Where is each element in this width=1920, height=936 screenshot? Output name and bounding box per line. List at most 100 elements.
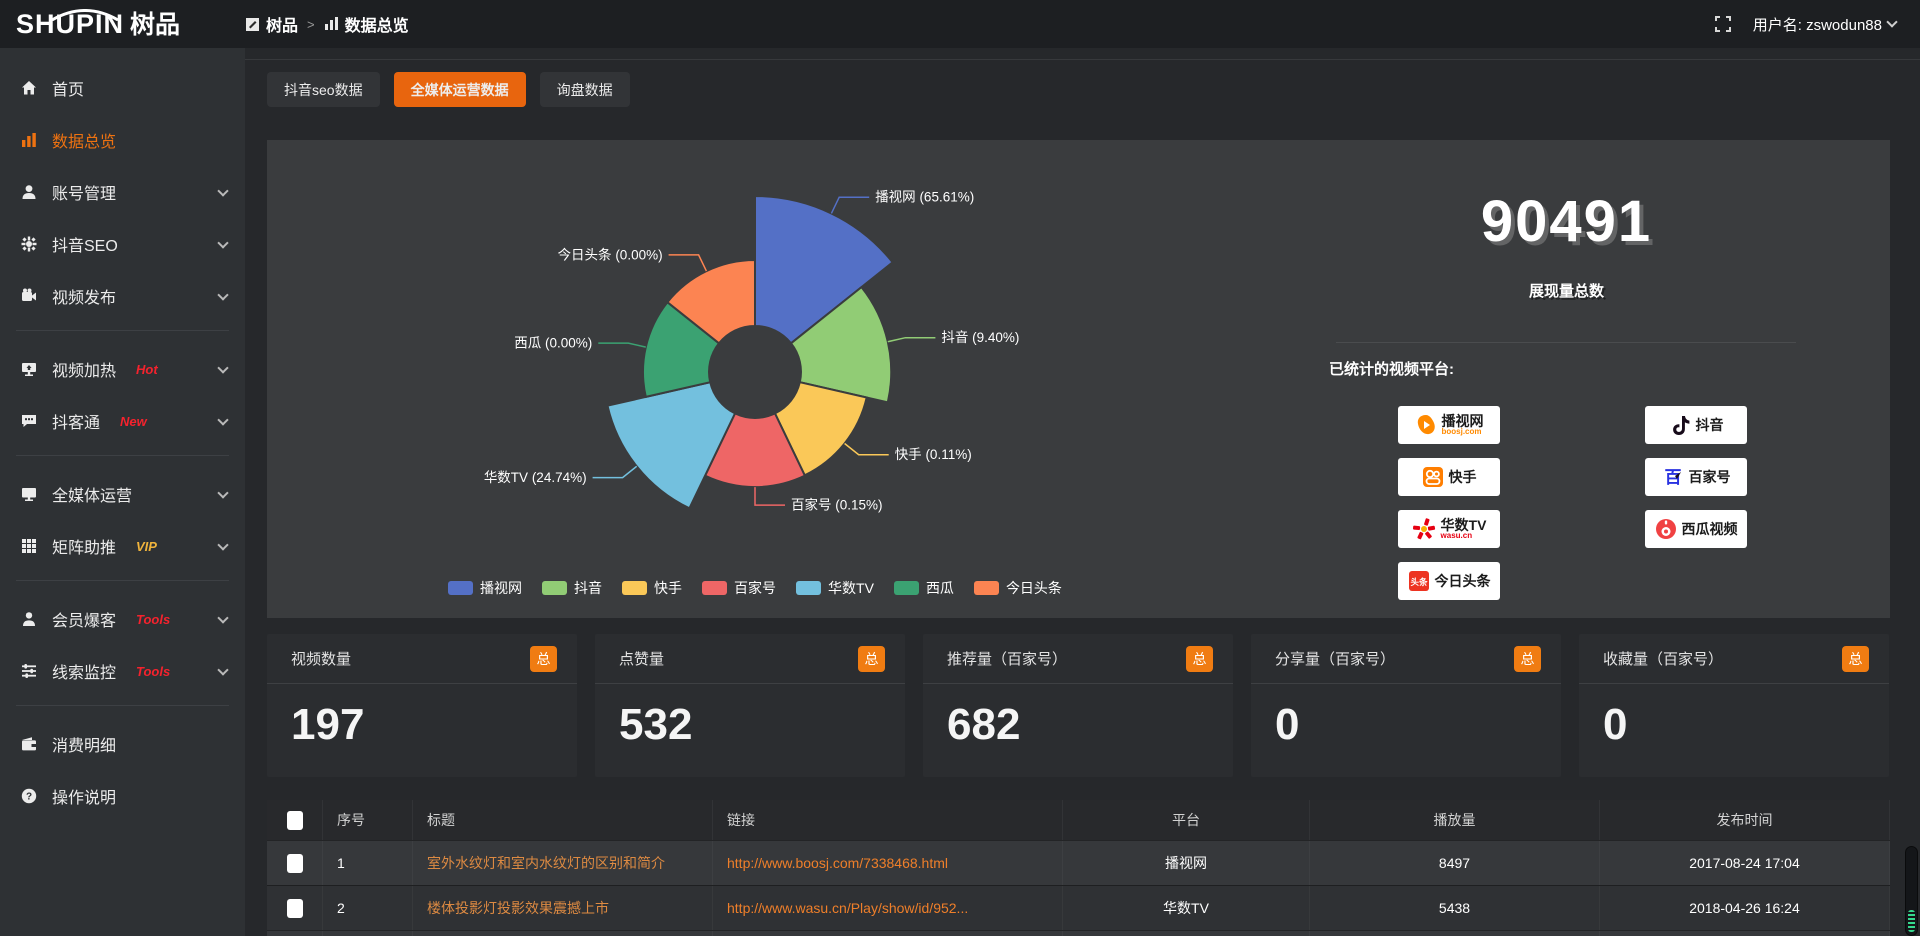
home-icon [20,80,38,96]
video-url-link[interactable]: http://www.boosj.com/7338468.html [727,855,949,871]
cell-time: 2017-08-24 17:04 [1600,841,1890,885]
fullscreen-icon[interactable] [1714,16,1731,32]
legend-item-西瓜[interactable]: 西瓜 [893,578,954,598]
sidebar-item-tag: Hot [136,361,158,377]
cell-platform: 播视网 [1063,841,1310,885]
tab-抖音seo数据[interactable]: 抖音seo数据 [267,72,380,107]
legend-item-华数TV[interactable]: 华数TV [796,578,874,598]
sidebar-item-视频加热[interactable]: 视频加热 Hot [0,345,245,393]
sidebar-item-操作说明[interactable]: ? 操作说明 [0,772,245,820]
legend-label: 西瓜 [925,580,954,596]
pie-label-line [592,465,638,479]
platform-badge-今日头条: 头条 今日头条 [1398,562,1500,600]
video-title-link[interactable]: 室外水纹灯和室内水纹灯的区别和简介 [427,855,665,871]
cell-platform: 华数TV [1063,886,1310,930]
cell-index: 1 [323,841,413,885]
sidebar: 首页 数据总览 账号管理 抖音SEO 视频发布 视频加热 Hot 抖客通 New… [0,48,245,936]
chevron-down-icon [217,486,229,499]
video-url-link[interactable]: http://www.wasu.cn/Play/show/id/952... [727,900,969,916]
pie-label-抖音: 抖音 (9.40%) [941,329,1019,345]
platform-name: 快手 [1448,468,1477,485]
sidebar-item-label: 视频发布 [52,290,117,307]
table-row: 2 楼体投影灯投影效果震撼上市 http://www.wasu.cn/Play/… [267,885,1890,930]
total-badge: 总 [1842,645,1869,672]
tab-全媒体运营数据[interactable]: 全媒体运营数据 [393,72,526,107]
legend-swatch [622,581,648,595]
user-menu[interactable]: 用户名: zswodun88 [1753,14,1898,35]
sidebar-item-数据总览[interactable]: 数据总览 [0,116,245,164]
platform-badge-播视网: 播视网 boosj.com [1398,406,1500,444]
chevron-down-icon [1886,16,1898,28]
chevron-down-icon [217,413,229,426]
select-all-checkbox[interactable] [286,810,303,830]
legend-label: 播视网 [480,580,523,596]
stat-card-title: 分享量（百家号） [1275,651,1396,668]
impressions-total-label: 展现量总数 [1528,283,1604,300]
row-checkbox[interactable] [286,898,303,918]
legend-item-快手[interactable]: 快手 [622,578,682,598]
pie-slice-华数TV[interactable] [606,381,737,510]
chat-icon [20,413,38,429]
platform-name: 华数TV [1440,516,1487,533]
chart-icon [20,132,38,148]
chevron-down-icon [217,184,229,197]
col-header-链接: 链接 [713,800,1063,840]
row-checkbox[interactable] [286,853,303,873]
topbar-right: 用户名: zswodun88 [1714,14,1920,35]
platform-name: 播视网 [1441,412,1484,429]
sidebar-item-会员爆客[interactable]: 会员爆客 Tools [0,595,245,643]
wasu-logo [1412,517,1436,541]
svg-text:?: ? [26,792,32,803]
sidebar-item-视频发布[interactable]: 视频发布 [0,272,245,320]
sidebar-item-抖音SEO[interactable]: 抖音SEO [0,220,245,268]
pie-label-播视网: 播视网 (65.61%) [875,190,974,205]
platform-name: 西瓜视频 [1681,520,1738,537]
sidebar-item-tag: New [120,413,147,429]
sidebar-item-tag: Tools [136,611,171,627]
legend-swatch [702,581,728,595]
sidebar-item-账号管理[interactable]: 账号管理 [0,168,245,216]
legend-item-百家号[interactable]: 百家号 [702,578,776,598]
sidebar-item-抖客通[interactable]: 抖客通 New [0,397,245,445]
total-badge: 总 [858,645,885,672]
stat-card-视频数量: 视频数量 总 197 [267,634,577,777]
sidebar-item-全媒体运营[interactable]: 全媒体运营 [0,470,245,518]
total-badge: 总 [1514,645,1541,672]
stat-card-value: 682 [947,700,1021,749]
chevron-down-icon [217,361,229,374]
table-header-row: 序号 标题 链接 平台 播放量 发布时间 [267,800,1890,840]
breadcrumb: 树品 > 数据总览 [245,12,409,36]
overview-panel: 播视网 (65.61%) 抖音 (9.40%) 快手 (0.11%) 百家号 (0.1… [267,140,1890,618]
platform-sub: wasu.cn [1440,531,1473,541]
legend-item-今日头条[interactable]: 今日头条 [973,578,1062,598]
legend-item-播视网[interactable]: 播视网 [448,578,522,598]
pie-slice-抖音[interactable] [789,285,893,404]
person-icon [20,611,38,627]
sidebar-item-label: 矩阵助推 [52,540,117,557]
cell-index: 2 [323,886,413,930]
scrollbar-thumb[interactable] [1905,846,1918,936]
legend-item-抖音[interactable]: 抖音 [542,578,602,598]
stat-card-value: 0 [1603,700,1628,749]
pie-slice-播视网[interactable] [754,194,895,345]
breadcrumb-current[interactable]: 数据总览 [324,12,409,36]
tab-询盘数据[interactable]: 询盘数据 [539,72,630,107]
video-title-link[interactable]: 楼体投影灯投影效果震撼上市 [427,900,609,916]
sidebar-item-线索监控[interactable]: 线索监控 Tools [0,647,245,695]
col-header-发布时间: 发布时间 [1600,800,1890,840]
stat-card-value: 532 [619,700,693,749]
wallet-icon [20,736,38,752]
pie-label-line [830,196,870,214]
pie-slice-今日头条[interactable] [665,258,756,345]
col-header-标题: 标题 [413,800,713,840]
pie-label-line [844,442,889,456]
stat-card-点赞量: 点赞量 总 532 [595,634,905,777]
stat-card-header: 分享量（百家号） 总 [1251,634,1561,684]
cell-plays: 5438 [1310,886,1600,930]
sidebar-item-消费明细[interactable]: 消费明细 [0,720,245,768]
platform-badge-百家号: 百 百家号 [1645,458,1747,496]
sidebar-item-首页[interactable]: 首页 [0,64,245,112]
sidebar-item-矩阵助推[interactable]: 矩阵助推 VIP [0,522,245,570]
breadcrumb-home[interactable]: 树品 [245,12,298,36]
stat-card-title: 收藏量（百家号） [1603,651,1724,668]
